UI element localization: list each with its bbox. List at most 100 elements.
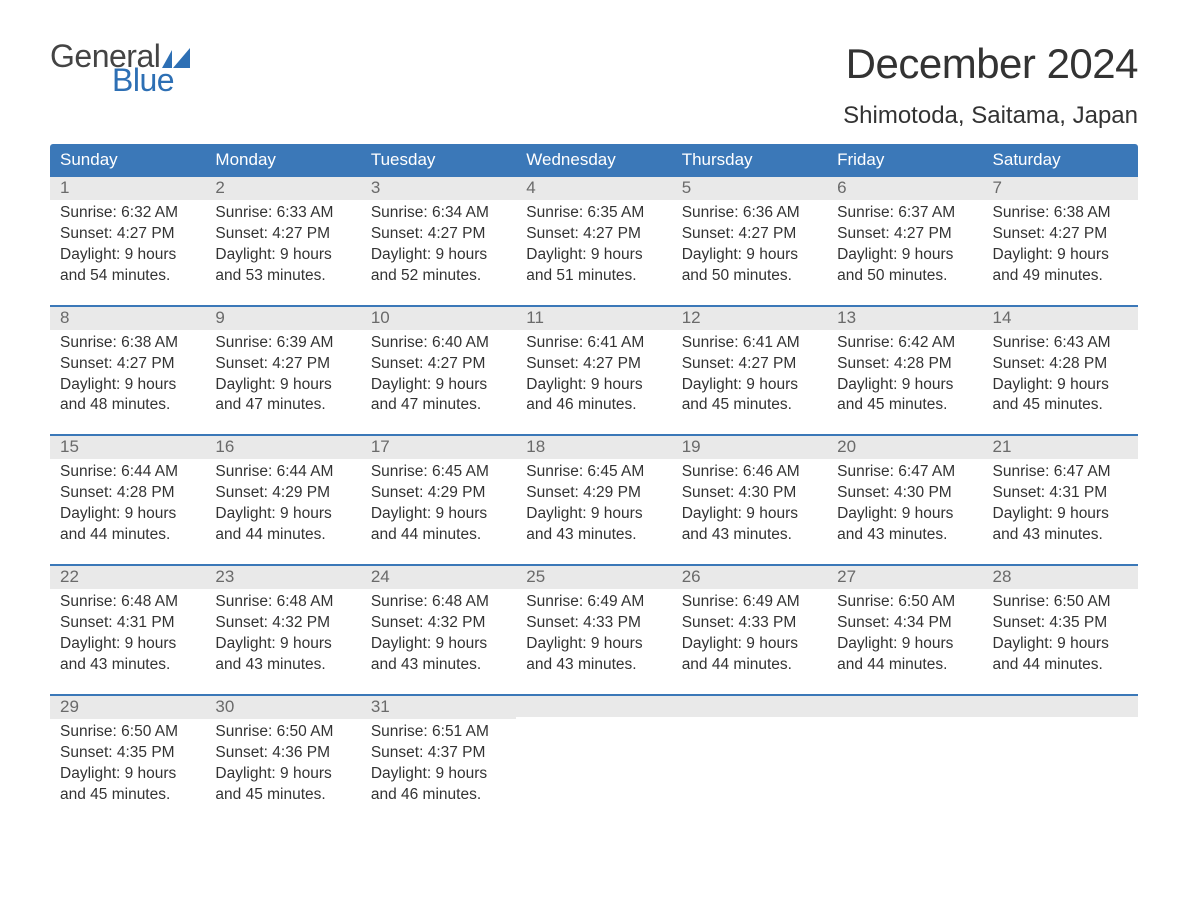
sunrise-line: Sunrise: 6:36 AM: [682, 203, 819, 224]
sunset-line: Sunset: 4:27 PM: [371, 354, 508, 375]
daylight-line-1: Daylight: 9 hours: [682, 245, 819, 266]
sunset-line: Sunset: 4:28 PM: [60, 483, 197, 504]
calendar-week-row: 15Sunrise: 6:44 AMSunset: 4:28 PMDayligh…: [50, 434, 1138, 546]
daylight-line-2: and 44 minutes.: [682, 655, 819, 676]
daylight-line-1: Daylight: 9 hours: [60, 764, 197, 785]
day-number-row: 8: [50, 307, 205, 330]
day-details: Sunrise: 6:41 AMSunset: 4:27 PMDaylight:…: [524, 333, 663, 417]
day-details: Sunrise: 6:48 AMSunset: 4:32 PMDaylight:…: [369, 592, 508, 676]
calendar-day-cell: 2Sunrise: 6:33 AMSunset: 4:27 PMDaylight…: [205, 177, 360, 287]
day-number: 24: [371, 567, 390, 586]
weeks-container: 1Sunrise: 6:32 AMSunset: 4:27 PMDaylight…: [50, 177, 1138, 805]
day-number: 13: [837, 308, 856, 327]
day-number: 11: [526, 308, 544, 327]
calendar-day-cell: 4 Sunrise: 6:35 AMSunset: 4:27 PMDaylight…: [516, 177, 671, 287]
day-details: Sunrise: 6:41 AMSunset: 4:27 PMDaylight:…: [680, 333, 819, 417]
calendar-day-cell: [516, 696, 671, 806]
daylight-line-1: Daylight: 9 hours: [60, 245, 197, 266]
day-details: Sunrise: 6:47 AMSunset: 4:31 PMDaylight:…: [991, 462, 1130, 546]
day-number-row: 2: [205, 177, 360, 200]
calendar-day-cell: 23Sunrise: 6:48 AMSunset: 4:32 PMDayligh…: [205, 566, 360, 676]
title-block: December 2024 Shimotoda, Saitama, Japan: [843, 40, 1138, 130]
calendar-day-cell: 18Sunrise: 6:45 AMSunset: 4:29 PMDayligh…: [516, 436, 671, 546]
sunrise-line: Sunrise: 6:44 AM: [60, 462, 197, 483]
calendar-week-row: 1Sunrise: 6:32 AMSunset: 4:27 PMDaylight…: [50, 177, 1138, 287]
day-details: Sunrise: 6:37 AMSunset: 4:27 PMDaylight:…: [835, 203, 974, 287]
day-number: 2: [215, 178, 224, 197]
day-details: Sunrise: 6:50 AMSunset: 4:35 PMDaylight:…: [58, 722, 197, 806]
day-number-row: 30: [205, 696, 360, 719]
calendar-day-cell: 20Sunrise: 6:47 AMSunset: 4:30 PMDayligh…: [827, 436, 982, 546]
day-details: Sunrise: 6:49 AMSunset: 4:33 PMDaylight:…: [680, 592, 819, 676]
day-number-row: 15: [50, 436, 205, 459]
sunrise-line: Sunrise: 6:41 AM: [526, 333, 663, 354]
sunrise-line: Sunrise: 6:47 AM: [993, 462, 1130, 483]
sunrise-line: Sunrise: 6:37 AM: [837, 203, 974, 224]
day-details: Sunrise: 6:42 AMSunset: 4:28 PMDaylight:…: [835, 333, 974, 417]
day-number-row: 27: [827, 566, 982, 589]
day-details: Sunrise: 6:44 AMSunset: 4:28 PMDaylight:…: [58, 462, 197, 546]
logo-word-blue: Blue: [112, 64, 190, 96]
day-number: 31: [371, 697, 390, 716]
sunset-line: Sunset: 4:27 PM: [993, 224, 1130, 245]
day-details: Sunrise: 6:50 AMSunset: 4:36 PMDaylight:…: [213, 722, 352, 806]
top-header: General Blue December 2024 Shimotoda, Sa…: [50, 40, 1138, 130]
sunset-line: Sunset: 4:27 PM: [682, 354, 819, 375]
day-number: 21: [993, 437, 1012, 456]
daylight-line-2: and 50 minutes.: [837, 266, 974, 287]
daylight-line-1: Daylight: 9 hours: [371, 764, 508, 785]
daylight-line-1: Daylight: 9 hours: [682, 375, 819, 396]
daylight-line-2: and 45 minutes.: [837, 395, 974, 416]
day-details: Sunrise: 6:35 AMSunset: 4:27 PMDaylight:…: [524, 203, 663, 287]
daylight-line-1: Daylight: 9 hours: [837, 375, 974, 396]
day-number: 29: [60, 697, 79, 716]
day-details: Sunrise: 6:38 AMSunset: 4:27 PMDaylight:…: [991, 203, 1130, 287]
day-details: Sunrise: 6:48 AMSunset: 4:32 PMDaylight:…: [213, 592, 352, 676]
day-details: Sunrise: 6:45 AMSunset: 4:29 PMDaylight:…: [524, 462, 663, 546]
calendar-day-cell: 9Sunrise: 6:39 AMSunset: 4:27 PMDaylight…: [205, 307, 360, 417]
daylight-line-1: Daylight: 9 hours: [215, 375, 352, 396]
sunset-line: Sunset: 4:30 PM: [682, 483, 819, 504]
daylight-line-1: Daylight: 9 hours: [60, 375, 197, 396]
daylight-line-2: and 44 minutes.: [371, 525, 508, 546]
daylight-line-1: Daylight: 9 hours: [371, 634, 508, 655]
daylight-line-1: Daylight: 9 hours: [837, 245, 974, 266]
daylight-line-1: Daylight: 9 hours: [682, 634, 819, 655]
daylight-line-2: and 47 minutes.: [371, 395, 508, 416]
daylight-line-2: and 52 minutes.: [371, 266, 508, 287]
sunrise-line: Sunrise: 6:51 AM: [371, 722, 508, 743]
sunrise-line: Sunrise: 6:50 AM: [215, 722, 352, 743]
calendar-day-cell: 5Sunrise: 6:36 AMSunset: 4:27 PMDaylight…: [672, 177, 827, 287]
day-number-row: 4: [516, 177, 671, 200]
daylight-line-2: and 43 minutes.: [60, 655, 197, 676]
daylight-line-2: and 45 minutes.: [215, 785, 352, 806]
sunrise-line: Sunrise: 6:50 AM: [837, 592, 974, 613]
day-number-row: 5: [672, 177, 827, 200]
sunset-line: Sunset: 4:35 PM: [993, 613, 1130, 634]
day-number-row-empty: [827, 696, 982, 717]
sunset-line: Sunset: 4:32 PM: [371, 613, 508, 634]
calendar-day-cell: 17Sunrise: 6:45 AMSunset: 4:29 PMDayligh…: [361, 436, 516, 546]
sunrise-line: Sunrise: 6:48 AM: [60, 592, 197, 613]
day-number: 3: [371, 178, 380, 197]
day-number-row: 16: [205, 436, 360, 459]
day-number-row: 26: [672, 566, 827, 589]
daylight-line-2: and 47 minutes.: [215, 395, 352, 416]
daylight-line-1: Daylight: 9 hours: [60, 504, 197, 525]
daylight-line-1: Daylight: 9 hours: [993, 504, 1130, 525]
calendar-day-cell: 21 Sunrise: 6:47 AMSunset: 4:31 PMDayligh…: [983, 436, 1138, 546]
calendar-day-cell: 15 Sunrise: 6:44 AMSunset: 4:28 PMDayligh…: [50, 436, 205, 546]
calendar-day-cell: 11 Sunrise: 6:41 AMSunset: 4:27 PMDayligh…: [516, 307, 671, 417]
daylight-line-2: and 44 minutes.: [993, 655, 1130, 676]
day-number: 19: [682, 437, 701, 456]
calendar-day-cell: 13 Sunrise: 6:42 AMSunset: 4:28 PMDayligh…: [827, 307, 982, 417]
day-number: 22: [60, 567, 79, 586]
calendar-day-cell: 31Sunrise: 6:51 AMSunset: 4:37 PMDayligh…: [361, 696, 516, 806]
daylight-line-2: and 50 minutes.: [682, 266, 819, 287]
daylight-line-2: and 44 minutes.: [215, 525, 352, 546]
sunset-line: Sunset: 4:27 PM: [215, 224, 352, 245]
weekday-header-cell: Sunday: [50, 144, 205, 177]
day-details: Sunrise: 6:44 AMSunset: 4:29 PMDaylight:…: [213, 462, 352, 546]
sunrise-line: Sunrise: 6:46 AM: [682, 462, 819, 483]
day-number: 26: [682, 567, 701, 586]
